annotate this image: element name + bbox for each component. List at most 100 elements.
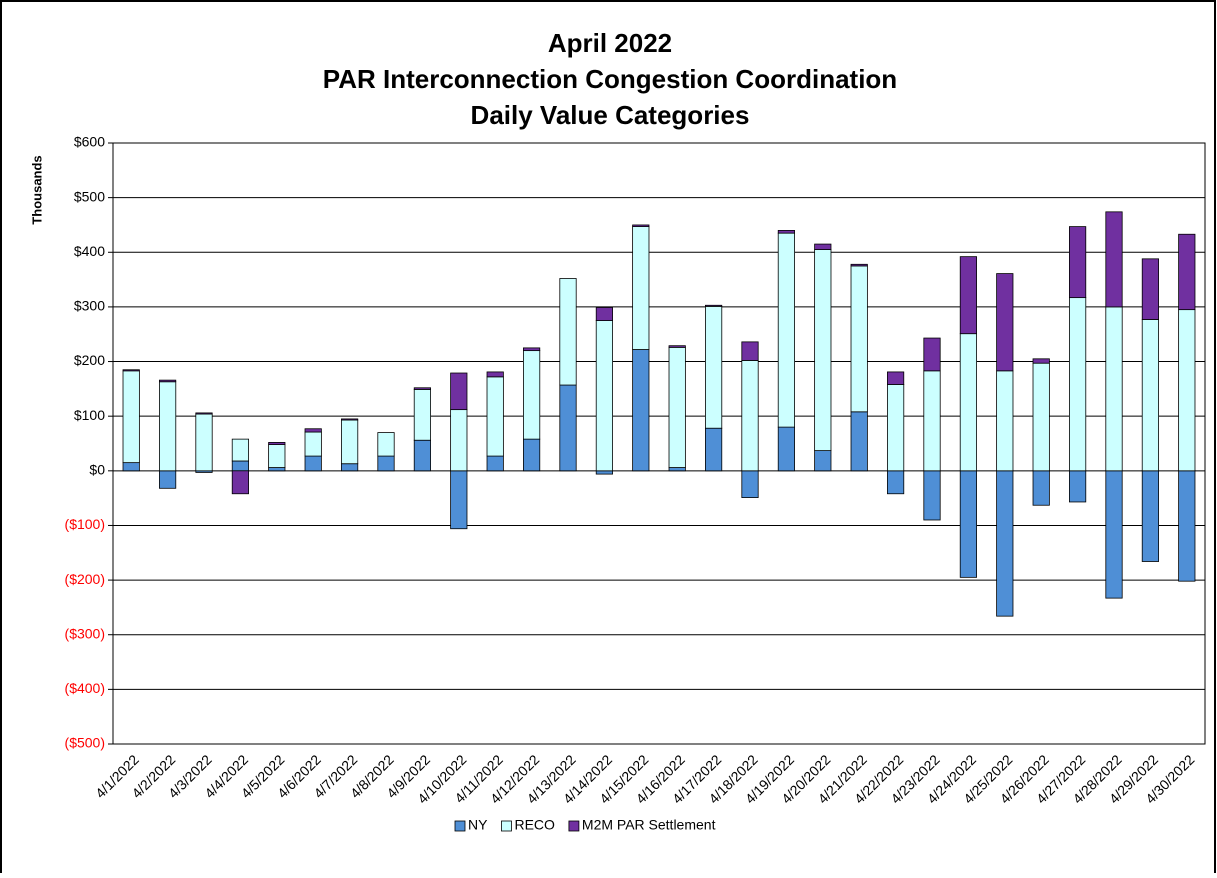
bar: [159, 379, 177, 383]
legend-label: RECO: [514, 817, 555, 833]
legend-label: NY: [468, 817, 488, 833]
bar: [268, 467, 286, 472]
bar: [850, 263, 868, 267]
bar: [887, 371, 905, 385]
bar: [814, 249, 832, 452]
bar: [777, 230, 795, 234]
bar: [595, 470, 613, 475]
bar: [705, 304, 723, 307]
y-axis-title: Thousands: [29, 155, 44, 224]
bar: [1178, 233, 1196, 311]
bar: [996, 370, 1014, 472]
bar: [159, 381, 177, 472]
y-tick-label: $200: [74, 352, 105, 368]
bar: [268, 442, 286, 445]
y-tick-label: $100: [74, 407, 105, 423]
bar: [268, 444, 286, 468]
bar: [559, 384, 577, 472]
bar: [231, 438, 249, 462]
y-tick-label: $600: [74, 134, 105, 150]
bar: [1032, 358, 1050, 364]
y-tick-label: $0: [89, 462, 105, 478]
bar: [705, 305, 723, 429]
bar: [450, 372, 468, 411]
bar: [923, 337, 941, 372]
bar: [996, 470, 1014, 617]
bar: [741, 360, 759, 472]
bar: [159, 470, 177, 489]
bar: [450, 470, 468, 530]
bar: [741, 470, 759, 498]
bar: [741, 341, 759, 361]
bar: [923, 370, 941, 472]
bar: [341, 418, 359, 421]
bar: [195, 412, 213, 415]
bar: [304, 428, 322, 433]
legend-swatch: [501, 820, 512, 832]
bar: [1178, 309, 1196, 472]
bar: [777, 426, 795, 472]
bar: [850, 411, 868, 472]
bar: [341, 463, 359, 472]
bar: [1141, 319, 1159, 472]
bar: [959, 470, 977, 578]
bar: [632, 349, 650, 472]
plot-area: [112, 142, 1206, 745]
bar: [1105, 470, 1123, 599]
chart-title: Daily Value Categories: [471, 100, 750, 130]
bar: [887, 384, 905, 472]
y-tick-label: ($500): [65, 735, 105, 751]
bar: [304, 455, 322, 472]
bar: [377, 455, 395, 472]
bar: [231, 460, 249, 472]
bar: [523, 350, 541, 440]
bar: [377, 432, 395, 457]
bar: [195, 413, 213, 472]
bar: [959, 256, 977, 335]
bar: [122, 370, 140, 464]
bar: [559, 278, 577, 386]
bar: [1032, 362, 1050, 472]
bar: [523, 438, 541, 472]
bar: [959, 333, 977, 472]
bar: [668, 345, 686, 348]
bar: [595, 320, 613, 472]
y-tick-label: ($200): [65, 571, 105, 587]
legend-label: M2M PAR Settlement: [582, 817, 716, 833]
bar: [814, 243, 832, 250]
bar: [1069, 297, 1087, 472]
bar: [850, 265, 868, 413]
bar: [122, 369, 140, 372]
bar: [523, 347, 541, 352]
bar: [668, 467, 686, 472]
legend-swatch: [568, 820, 580, 832]
bar: [1141, 470, 1159, 562]
y-tick-label: $300: [74, 298, 105, 314]
bar: [486, 371, 504, 378]
y-tick-label: $400: [74, 243, 105, 259]
y-tick-label: ($100): [65, 516, 105, 532]
bar: [923, 470, 941, 521]
bar: [231, 470, 249, 495]
bar: [887, 470, 905, 495]
bar: [814, 450, 832, 472]
bar: [1105, 211, 1123, 308]
y-tick-label: ($400): [65, 680, 105, 696]
bar: [668, 346, 686, 468]
y-tick-label: ($300): [65, 625, 105, 641]
bar: [304, 431, 322, 457]
bar: [1178, 470, 1196, 582]
bar: [486, 455, 504, 472]
chart-title: PAR Interconnection Congestion Coordinat…: [323, 64, 897, 94]
legend-swatch: [454, 820, 466, 832]
bar: [632, 226, 650, 350]
bar: [1032, 470, 1050, 506]
bar: [450, 409, 468, 472]
bar: [122, 462, 140, 472]
bar: [1141, 258, 1159, 320]
bar: [1105, 306, 1123, 472]
bar: [632, 224, 650, 227]
bar: [777, 232, 795, 428]
bar: [996, 273, 1014, 372]
